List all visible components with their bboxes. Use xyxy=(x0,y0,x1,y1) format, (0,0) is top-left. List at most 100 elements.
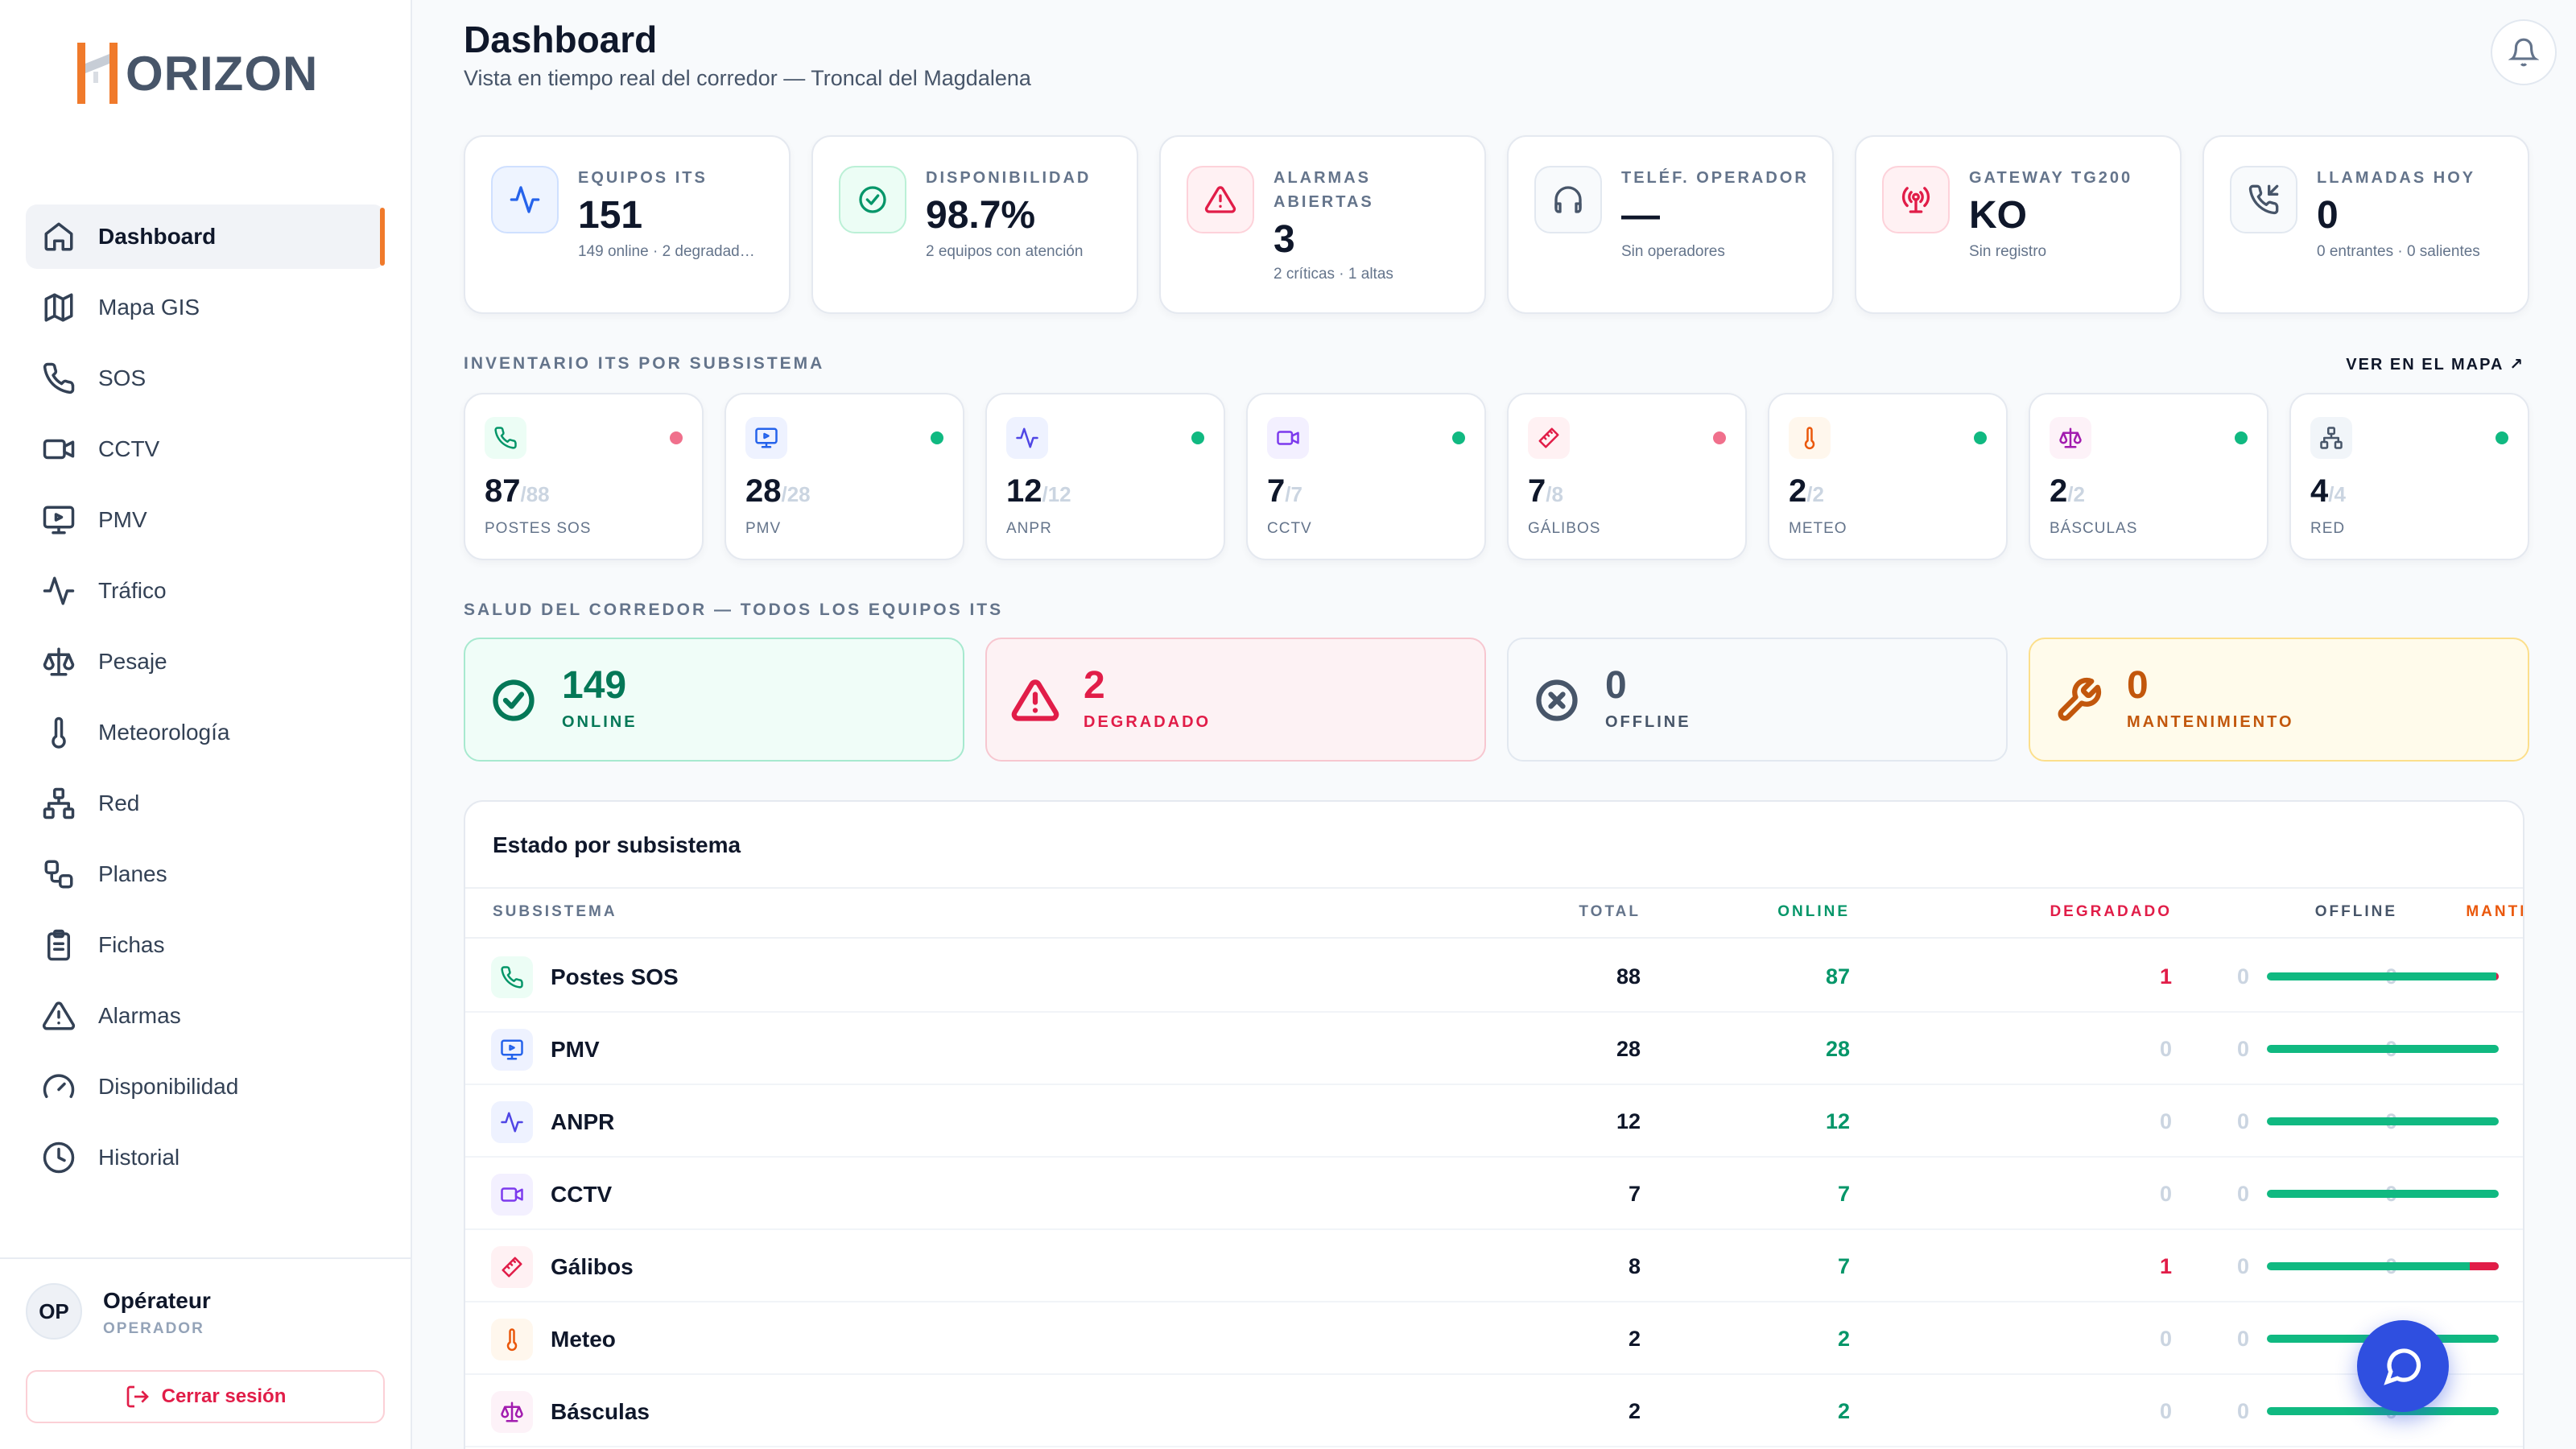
inventory-card-cctv[interactable]: 7/7 CCTV xyxy=(1246,393,1486,560)
table-row[interactable]: CCTV77000 xyxy=(465,1158,2523,1230)
home-icon xyxy=(44,222,73,251)
health-value: 149 xyxy=(562,664,627,707)
inventory-section-title: INVENTARIO ITS POR SUBSISTEMA xyxy=(464,354,825,373)
table-row[interactable]: Meteo22000 xyxy=(465,1302,2523,1375)
health-card-mantenimiento[interactable]: 0 MANTENIMIENTO xyxy=(2029,638,2529,762)
inventory-card-red[interactable]: 4/4 RED xyxy=(2289,393,2529,560)
health-card-offline[interactable]: 0 OFFLINE xyxy=(1507,638,2008,762)
inventory-card-postes-sos[interactable]: 87/88 POSTES SOS xyxy=(464,393,704,560)
inventory-value: 7/7 xyxy=(1267,473,1302,510)
row-health-bar xyxy=(2267,972,2499,980)
row-online: 87 xyxy=(1825,964,1850,989)
sidebar-item-pmv[interactable]: PMV xyxy=(26,488,385,552)
inventory-card-anpr[interactable]: 12/12 ANPR xyxy=(985,393,1225,560)
monitor-icon xyxy=(501,1039,523,1060)
notifications-button[interactable] xyxy=(2491,19,2557,85)
row-subsystem-name: Básculas xyxy=(551,1399,650,1424)
table-row[interactable]: Gálibos87100 xyxy=(465,1230,2523,1302)
kpi-card-telefono[interactable]: TELÉF. OPERADOR — Sin operadores xyxy=(1507,135,1834,314)
table-row[interactable]: PMV2828000 xyxy=(465,1013,2523,1085)
alert-triangle-icon xyxy=(1204,186,1236,213)
brand-logo[interactable]: ORIZON xyxy=(74,37,318,109)
sidebar-item-mapa-gis[interactable]: Mapa GIS xyxy=(26,275,385,340)
sidebar-item-label: Meteorología xyxy=(98,720,230,745)
column-header-subsystem[interactable]: SUBSISTEMA xyxy=(493,903,617,920)
wrench-icon xyxy=(2058,677,2102,721)
inventory-total: /4 xyxy=(2328,482,2346,506)
user-name: Opérateur xyxy=(103,1288,211,1313)
row-total: 2 xyxy=(1628,1399,1641,1423)
row-degraded: 0 xyxy=(2159,1399,2172,1423)
column-header-maintenance[interactable]: MANTENIM. xyxy=(2466,903,2523,920)
column-header-online[interactable]: ONLINE xyxy=(1777,903,1850,920)
x-circle-icon xyxy=(1536,679,1578,721)
inventory-label: POSTES SOS xyxy=(485,520,592,537)
view-on-map-link[interactable]: VER EN EL MAPA ↗ xyxy=(2346,356,2524,374)
inventory-card-pmv[interactable]: 28/28 PMV xyxy=(724,393,964,560)
sidebar-item-disponibilidad[interactable]: Disponibilidad xyxy=(26,1055,385,1119)
inventory-online-count: 28 xyxy=(745,473,782,509)
kpi-icon-box xyxy=(491,166,559,233)
logout-button[interactable]: Cerrar sesión xyxy=(26,1370,385,1423)
sidebar-item-cctv[interactable]: CCTV xyxy=(26,417,385,481)
row-icon-box xyxy=(491,956,533,998)
row-online: 7 xyxy=(1837,1182,1850,1206)
sidebar-item-meteorologia[interactable]: Meteorología xyxy=(26,700,385,765)
health-card-online[interactable]: 149 ONLINE xyxy=(464,638,964,762)
sidebar-item-fichas[interactable]: Fichas xyxy=(26,913,385,977)
kpi-card-gateway[interactable]: GATEWAY TG200 KO Sin registro xyxy=(1855,135,2182,314)
activity-icon xyxy=(43,576,75,605)
row-online: 2 xyxy=(1837,1399,1850,1423)
sidebar-item-dashboard[interactable]: Dashboard xyxy=(26,204,385,269)
health-card-degradado[interactable]: 2 DEGRADADO xyxy=(985,638,1486,762)
kpi-card-equipos[interactable]: EQUIPOS ITS 151 149 online · 2 degradad… xyxy=(464,135,791,314)
row-maintenance: 0 xyxy=(2236,1182,2249,1206)
sidebar-item-label: Fichas xyxy=(98,932,165,957)
row-total: 8 xyxy=(1628,1254,1641,1278)
sidebar-item-label: Red xyxy=(98,791,140,815)
sidebar: ORIZON Dashboard Mapa GIS SOS CCTV PMV T… xyxy=(0,0,412,1449)
network-icon xyxy=(43,787,75,819)
sidebar-item-red[interactable]: Red xyxy=(26,771,385,836)
kpi-card-llamadas[interactable]: LLAMADAS HOY 0 0 entrantes · 0 salientes xyxy=(2202,135,2529,314)
row-icon-box xyxy=(491,1319,533,1360)
sidebar-item-sos[interactable]: SOS xyxy=(26,346,385,411)
kpi-value: KO xyxy=(1969,194,2027,237)
inventory-card-basculas[interactable]: 2/2 BÁSCULAS xyxy=(2029,393,2268,560)
column-header-degraded[interactable]: DEGRADADO xyxy=(2050,903,2172,920)
table-row[interactable]: Básculas22000 xyxy=(465,1375,2523,1447)
bell-icon xyxy=(2508,38,2539,67)
column-header-total[interactable]: TOTAL xyxy=(1579,903,1641,920)
inventory-label: PMV xyxy=(745,520,782,537)
sidebar-item-planes[interactable]: Planes xyxy=(26,842,385,906)
health-label: MANTENIMIENTO xyxy=(2127,713,2294,731)
inventory-total: /2 xyxy=(2067,482,2085,506)
row-maintenance: 0 xyxy=(2236,964,2249,989)
sidebar-item-alarmas[interactable]: Alarmas xyxy=(26,984,385,1048)
column-header-offline[interactable]: OFFLINE xyxy=(2314,903,2397,920)
sidebar-item-historial[interactable]: Historial xyxy=(26,1125,385,1190)
table-row[interactable]: ANPR1212000 xyxy=(465,1085,2523,1158)
kpi-card-disponibilidad[interactable]: DISPONIBILIDAD 98.7% 2 equipos con atenc… xyxy=(811,135,1138,314)
table-row[interactable]: Postes SOS8887100 xyxy=(465,940,2523,1013)
thermometer-icon xyxy=(1804,427,1815,450)
table-header: SUBSISTEMA TOTAL ONLINE DEGRADADO OFFLIN… xyxy=(465,887,2523,939)
inventory-online-count: 87 xyxy=(485,473,521,509)
inventory-row: 87/88 POSTES SOS 28/28 PMV 12/12 ANPR 7/… xyxy=(464,393,2529,560)
inventory-total: /28 xyxy=(781,482,811,506)
health-section-title: SALUD DEL CORREDOR — TODOS LOS EQUIPOS I… xyxy=(464,601,1004,619)
inventory-online-count: 12 xyxy=(1006,473,1042,509)
phone-incoming-icon xyxy=(2248,184,2279,215)
chat-button[interactable] xyxy=(2357,1320,2449,1412)
sidebar-item-trafico[interactable]: Tráfico xyxy=(26,559,385,623)
inventory-icon-box xyxy=(1267,417,1309,459)
row-subsystem-name: Postes SOS xyxy=(551,964,679,989)
sidebar-item-pesaje[interactable]: Pesaje xyxy=(26,630,385,694)
inventory-icon-box xyxy=(2050,417,2091,459)
kpi-card-alarmas[interactable]: ALARMAS ABIERTAS 3 2 críticas · 1 altas xyxy=(1159,135,1486,314)
message-circle-icon xyxy=(2384,1348,2421,1385)
inventory-card-galibos[interactable]: 7/8 GÁLIBOS xyxy=(1507,393,1747,560)
row-maintenance: 0 xyxy=(2236,1399,2249,1423)
inventory-card-meteo[interactable]: 2/2 METEO xyxy=(1768,393,2008,560)
avatar[interactable]: OP xyxy=(26,1283,82,1340)
